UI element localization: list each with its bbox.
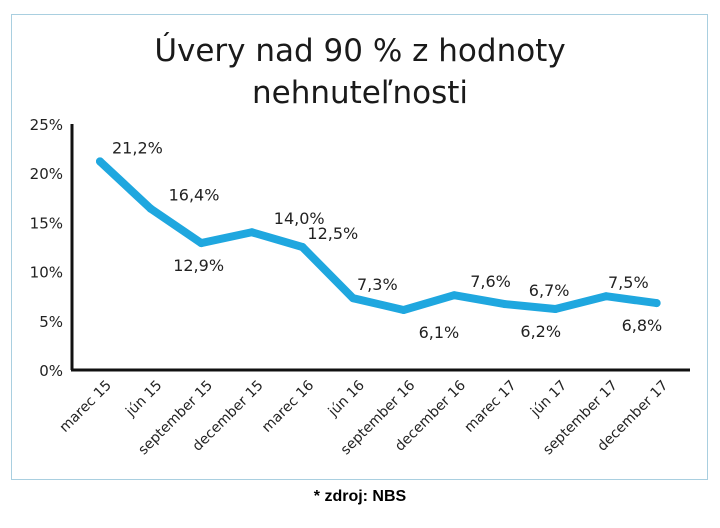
- series-line: [96, 157, 661, 314]
- data-label: 21,2%: [112, 138, 163, 157]
- x-tick-label: marec 17: [461, 378, 519, 436]
- data-point: [652, 299, 661, 308]
- data-point: [96, 157, 104, 166]
- data-point: [146, 204, 155, 213]
- data-label: 7,6%: [470, 272, 511, 291]
- x-tick-label: jún 17: [527, 378, 570, 421]
- data-label: 6,7%: [529, 281, 570, 300]
- data-label: 12,9%: [173, 256, 224, 275]
- data-label: 16,4%: [169, 186, 220, 205]
- data-label: 6,8%: [622, 316, 663, 335]
- data-label: 14,0%: [274, 209, 325, 228]
- y-tick-label: 20%: [30, 165, 63, 183]
- data-point: [399, 305, 408, 314]
- data-label: 7,3%: [357, 275, 398, 294]
- data-point: [197, 239, 206, 248]
- y-tick-label: 0%: [39, 362, 63, 380]
- chart-title-line-2: nehnuteľnosti: [251, 75, 469, 111]
- data-point: [450, 291, 459, 300]
- y-tick-label: 15%: [30, 214, 63, 232]
- y-tick-label: 5%: [39, 313, 63, 331]
- y-tick-label: 25%: [30, 116, 63, 134]
- x-tick-label: marec 15: [57, 378, 115, 436]
- data-point: [298, 243, 307, 251]
- data-point: [551, 304, 560, 313]
- x-tick-label: jún 16: [325, 377, 368, 420]
- chart-title: Úvery nad 90 % z hodnoty nehnuteľnosti: [0, 30, 720, 114]
- x-tick-label: marec 16: [259, 377, 317, 435]
- x-tick-label: jún 15: [122, 378, 165, 421]
- data-label: 12,5%: [307, 224, 358, 243]
- data-point: [349, 294, 357, 303]
- chart-frame: [11, 14, 708, 480]
- source-note: * zdroj: NBS: [313, 488, 407, 505]
- data-point: [500, 300, 509, 309]
- data-label: 6,2%: [520, 322, 561, 341]
- data-label: 7,5%: [608, 273, 649, 292]
- chart-title-line-1: Úvery nad 90 % z hodnoty: [154, 33, 566, 69]
- data-point: [247, 228, 256, 237]
- y-tick-label: 10%: [30, 264, 63, 282]
- data-label: 6,1%: [419, 323, 460, 342]
- data-point: [602, 292, 610, 301]
